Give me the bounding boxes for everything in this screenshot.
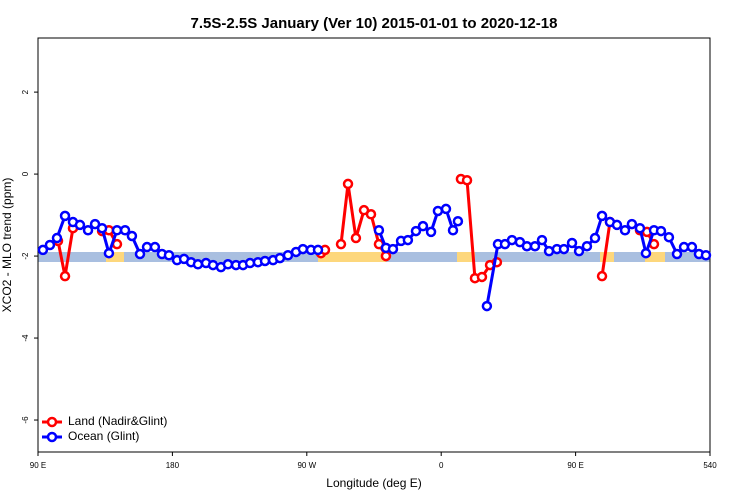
data-point (417, 220, 429, 232)
data-point (476, 271, 488, 283)
data-point (119, 224, 131, 236)
chart-title: 7.5S-2.5S January (Ver 10) 2015-01-01 to… (191, 15, 558, 32)
data-point (51, 232, 63, 244)
data-point (59, 210, 71, 222)
land-strip (645, 252, 665, 262)
data-point (686, 241, 698, 253)
data-point (536, 234, 548, 246)
land-strip (457, 252, 475, 262)
data-point (259, 255, 271, 267)
x-tick-label: 90 W (297, 461, 316, 470)
x-tick-label: 90 E (30, 461, 46, 470)
data-point (529, 240, 541, 252)
legend-marker (46, 431, 58, 443)
data-point (222, 259, 234, 270)
data-point (626, 218, 638, 230)
data-point (126, 230, 138, 242)
data-point (611, 219, 623, 231)
data-point (634, 222, 646, 234)
data-point (655, 225, 667, 237)
legend-label: Land (Nadir&Glint) (68, 414, 167, 428)
data-point (37, 244, 49, 256)
data-point (589, 232, 601, 244)
data-point (350, 232, 362, 244)
data-point (59, 270, 71, 282)
data-point (74, 219, 86, 231)
data-point (700, 249, 712, 261)
data-point (640, 247, 652, 259)
data-point (82, 224, 94, 236)
x-axis-label: Longitude (deg E) (326, 476, 421, 490)
y-axis-label: XCO2 - MLO trend (ppm) (0, 178, 14, 313)
legend-marker (46, 416, 58, 428)
surface-strip (38, 252, 710, 262)
land-strip (106, 252, 124, 262)
data-point (440, 203, 452, 215)
x-tick-label: 90 E (567, 461, 583, 470)
plot-frame (37, 37, 711, 453)
land-strip (318, 252, 386, 262)
land-strip (600, 252, 614, 262)
data-point (432, 205, 444, 217)
series-line (56, 177, 656, 280)
data-point (619, 224, 631, 236)
data-point (596, 270, 608, 282)
data-point (596, 210, 608, 222)
data-point (365, 209, 377, 220)
data-point (373, 224, 385, 236)
data-point (402, 234, 414, 246)
data-point (312, 244, 324, 256)
data-point (461, 174, 473, 186)
data-point (342, 178, 354, 190)
data-point (96, 222, 108, 234)
data-point (566, 237, 578, 249)
data-point (410, 225, 422, 237)
data-point (573, 245, 585, 257)
data-point (134, 248, 146, 260)
data-point (380, 250, 392, 262)
x-tick-label: 180 (166, 461, 180, 470)
data-point (192, 259, 204, 270)
data-point (558, 243, 570, 255)
data-point (425, 226, 437, 238)
data-point (581, 240, 593, 252)
data-point (163, 249, 175, 261)
y-tick-label: -4 (21, 334, 30, 342)
y-tick-label: 2 (21, 89, 30, 94)
y-tick-label: -2 (21, 252, 30, 260)
data-point (663, 231, 675, 243)
legend-label: Ocean (Glint) (68, 429, 139, 443)
data-point (671, 248, 683, 260)
data-point (282, 249, 294, 261)
data-point (297, 243, 309, 255)
x-tick-label: 0 (439, 461, 444, 470)
y-tick-label: -6 (21, 416, 30, 424)
legend: Land (Nadir&Glint)Ocean (Glint) (42, 414, 167, 443)
data-point (149, 241, 161, 253)
data-point (452, 215, 464, 227)
data-point (387, 243, 399, 255)
data-point (521, 240, 533, 252)
data-point (335, 238, 347, 250)
data-point (481, 300, 493, 312)
data-point (111, 224, 123, 236)
data-point (103, 247, 115, 259)
data-point (44, 239, 56, 251)
data-point (447, 224, 459, 236)
y-tick-label: 0 (21, 171, 30, 176)
x-tick-label: 540 (703, 461, 717, 470)
data-point (274, 252, 286, 264)
